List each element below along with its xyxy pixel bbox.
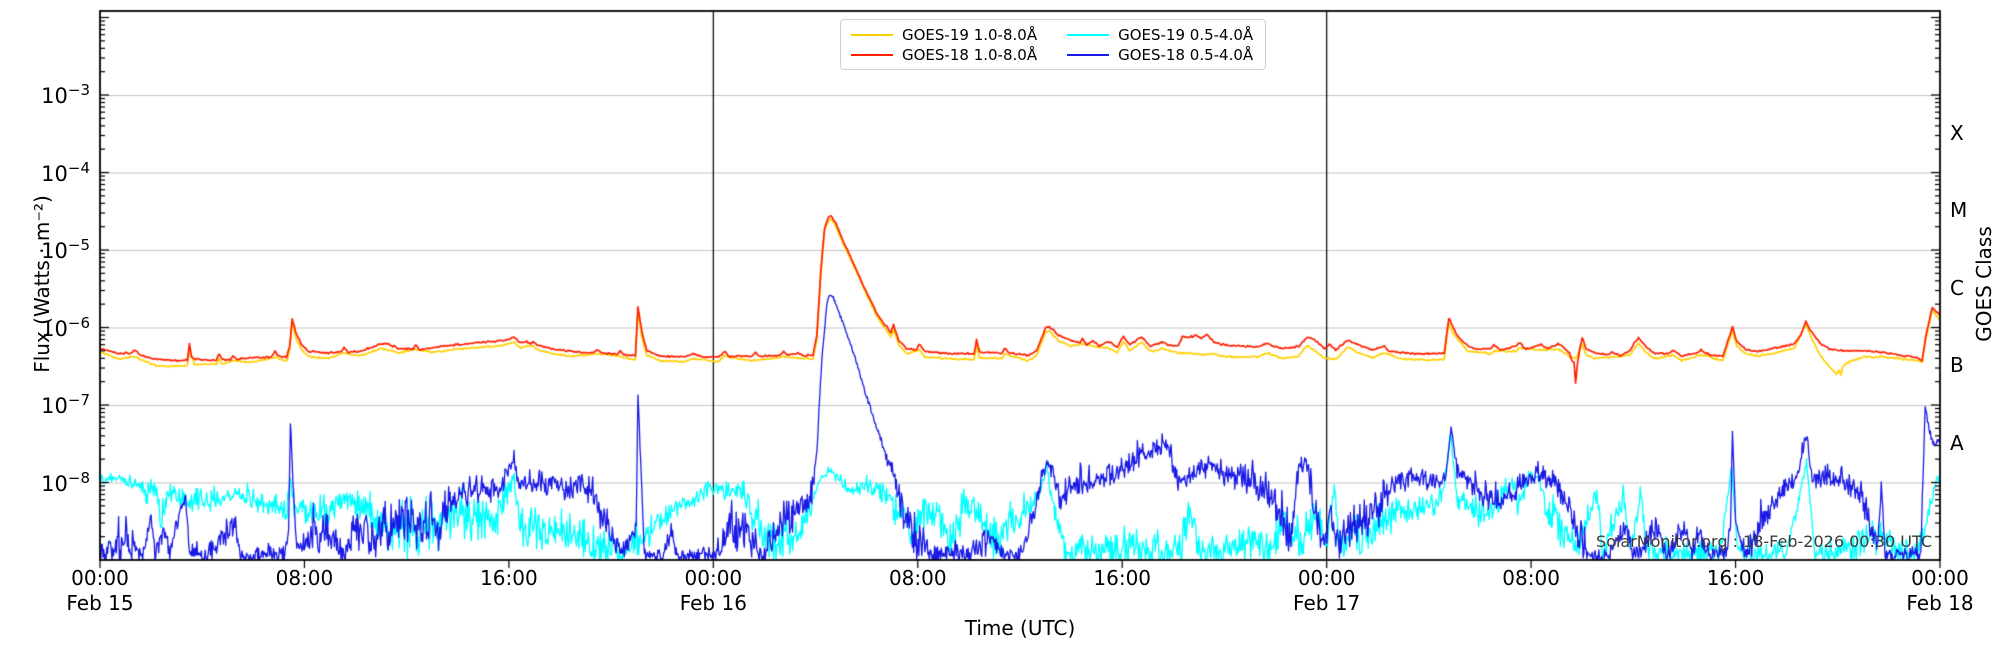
x-tick-label: 00:00 [684,566,743,590]
y-tick-label: 10−3 [41,81,90,108]
x-tick-label: 00:00 [71,566,129,590]
legend-item: GOES-18 0.5-4.0Å [1067,45,1253,64]
watermark: SolarMonitor.org : 18-Feb-2026 00:30 UTC [1596,532,1932,551]
x-date-label: Feb 15 [66,591,134,615]
y-tick-label: 10−7 [41,391,90,418]
x-tick-label: 08:00 [888,566,947,590]
legend-item: GOES-19 1.0-8.0Å [851,25,1037,44]
goes-class-letter: C [1950,275,1964,300]
legend-label: GOES-18 0.5-4.0Å [1118,45,1254,64]
goes-class-letter: M [1950,198,1968,223]
y-tick-label: 10−4 [41,158,90,186]
legend-label: GOES-19 0.5-4.0Å [1118,25,1254,44]
legend-line-swatch [1067,53,1110,56]
x-tick-label: 00:00 [1911,566,1969,590]
x-date-label: Feb 16 [679,591,747,615]
goes-class-letter: X [1950,120,1964,145]
x-tick-label: 16:00 [1706,566,1765,590]
y-axis-title: Flux (Watts · m⁻²) [30,195,54,373]
y-tick-label: 10−6 [41,313,90,341]
legend-label: GOES-18 1.0-8.0Å [902,45,1038,64]
x-tick-label: 16:00 [1093,566,1152,590]
x-tick-label: 00:00 [1297,566,1356,590]
x-axis-title: Time (UTC) [964,616,1076,640]
y-tick-label: 10−8 [41,468,90,496]
x-tick-label: 08:00 [275,566,334,590]
legend-item: GOES-18 1.0-8.0Å [851,45,1037,64]
right-axis-title: GOES Class [1972,226,1996,342]
x-tick-label: 16:00 [480,566,538,590]
y-tick-label: 10−5 [41,236,90,263]
legend-label: GOES-19 1.0-8.0Å [902,25,1038,44]
goes-class-letter: B [1950,353,1964,378]
legend-line-swatch [851,33,893,36]
legend-item: GOES-19 0.5-4.0Å [1067,25,1253,44]
legend-line-swatch [851,53,893,56]
goes-class-letter: A [1950,430,1964,455]
legend: GOES-19 1.0-8.0Å GOES-18 1.0-8.0Å GOES-19 … [840,19,1267,70]
x-date-label: Feb 18 [1906,591,1974,615]
x-date-label: Feb 17 [1293,591,1361,615]
x-tick-label: 08:00 [1502,566,1560,590]
legend-line-swatch [1067,33,1110,36]
